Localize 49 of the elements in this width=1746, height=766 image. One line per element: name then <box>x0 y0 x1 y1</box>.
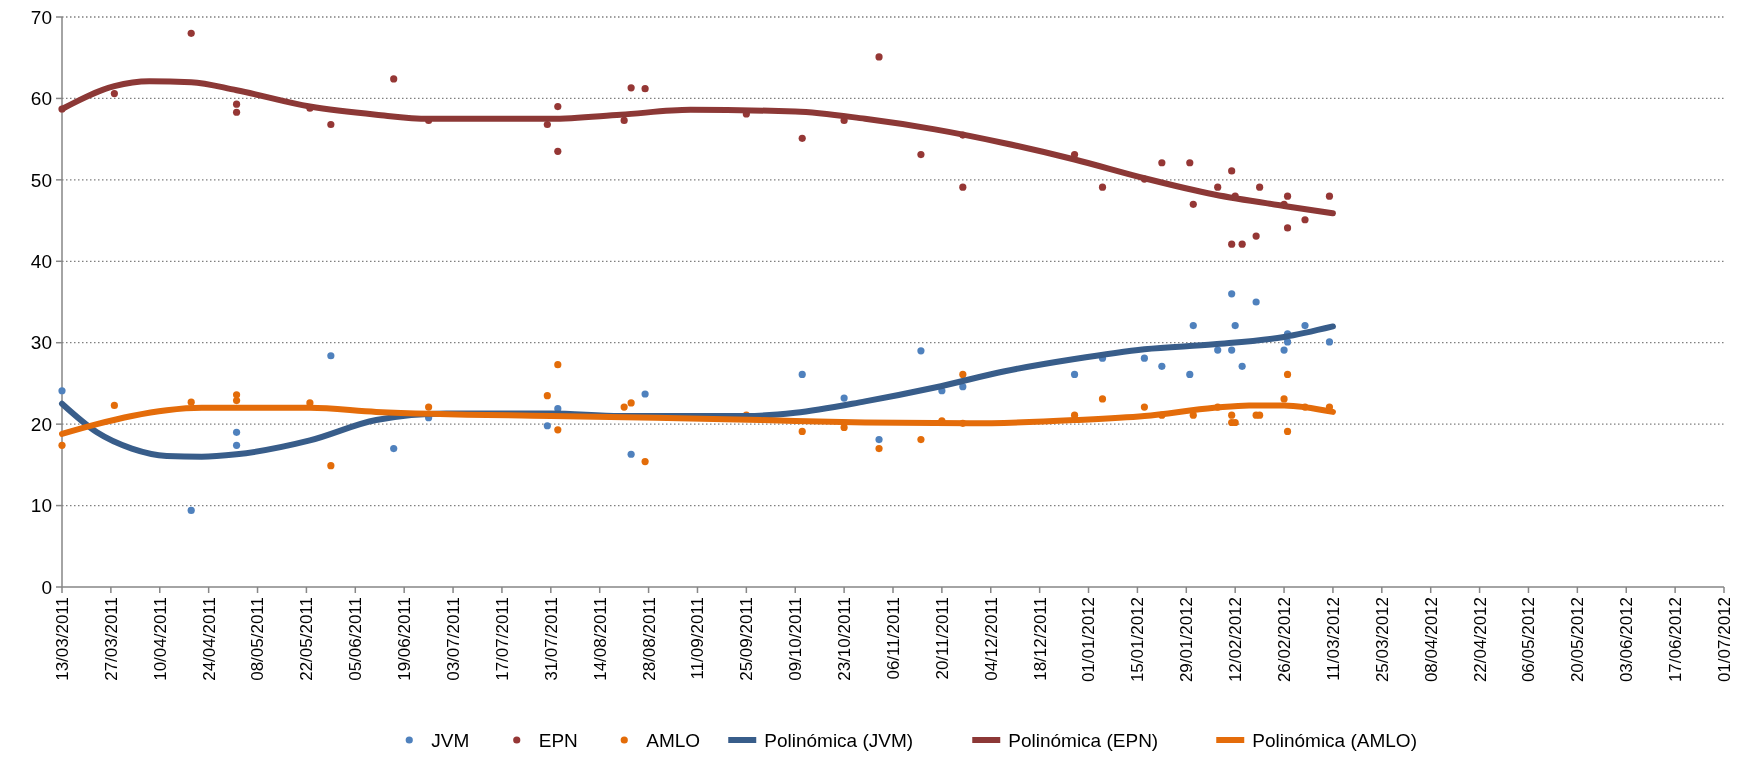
x-tick-label: 03/07/2011 <box>444 597 464 681</box>
x-tick-label: 25/03/2012 <box>1372 597 1392 683</box>
x-tick-label: 13/03/2011 <box>52 597 72 681</box>
x-tick-label: 20/11/2011 <box>932 597 952 680</box>
x-tick-label: 23/10/2011 <box>835 597 855 681</box>
y-tick-label: 0 <box>41 576 52 598</box>
y-tick-label: 60 <box>30 88 52 110</box>
x-tick-label: 29/01/2012 <box>1177 597 1197 683</box>
x-tick-label: 25/09/2011 <box>737 597 757 681</box>
x-tick-label: 14/08/2011 <box>590 597 610 681</box>
y-tick-label: 20 <box>30 413 52 435</box>
x-tick-label: 24/04/2011 <box>199 597 219 681</box>
x-tick-label: 06/11/2011 <box>883 597 903 680</box>
y-tick-label: 70 <box>30 6 52 28</box>
x-tick-label: 20/05/2012 <box>1568 597 1588 683</box>
x-tick-label: 22/04/2012 <box>1470 597 1490 683</box>
x-tick-label: 26/02/2012 <box>1275 597 1295 683</box>
x-tick-label: 08/05/2011 <box>248 597 268 681</box>
y-tick-label: 40 <box>30 250 52 272</box>
x-tick-label: 11/09/2011 <box>688 597 708 680</box>
y-tick-label: 50 <box>30 169 52 191</box>
legend-label: AMLO <box>646 729 701 751</box>
x-tick-label: 03/06/2012 <box>1617 597 1637 683</box>
x-tick-label: 06/05/2012 <box>1519 597 1539 683</box>
x-tick-label: 11/03/2012 <box>1323 597 1343 681</box>
x-tick-label: 19/06/2011 <box>395 597 415 681</box>
legend-label: Polinómica (JVM) <box>764 729 914 751</box>
legend-label: EPN <box>538 729 578 751</box>
legend-label: JVM <box>431 729 470 751</box>
legend-label: Polinómica (AMLO) <box>1252 729 1417 751</box>
x-tick-label: 12/02/2012 <box>1226 597 1246 683</box>
x-tick-label: 10/04/2011 <box>150 597 170 681</box>
x-tick-label: 08/04/2012 <box>1421 597 1441 683</box>
legend-label: Polinómica (EPN) <box>1008 729 1159 751</box>
x-tick-label: 01/01/2012 <box>1079 597 1099 683</box>
x-tick-label: 04/12/2011 <box>981 597 1001 681</box>
x-tick-label: 28/08/2011 <box>639 597 659 681</box>
x-tick-label: 22/05/2011 <box>297 597 317 681</box>
x-tick-label: 18/12/2011 <box>1030 597 1050 681</box>
y-tick-label: 30 <box>30 332 52 354</box>
x-tick-label: 05/06/2011 <box>346 597 366 681</box>
x-tick-label: 09/10/2011 <box>786 597 806 681</box>
x-tick-label: 31/07/2011 <box>541 597 561 681</box>
x-tick-label: 15/01/2012 <box>1128 597 1148 683</box>
y-tick-label: 10 <box>30 495 52 517</box>
x-tick-label: 01/07/2012 <box>1714 597 1734 683</box>
x-tick-label: 17/06/2012 <box>1666 597 1686 683</box>
x-tick-label: 17/07/2011 <box>492 597 512 681</box>
x-tick-label: 27/03/2011 <box>101 597 121 681</box>
